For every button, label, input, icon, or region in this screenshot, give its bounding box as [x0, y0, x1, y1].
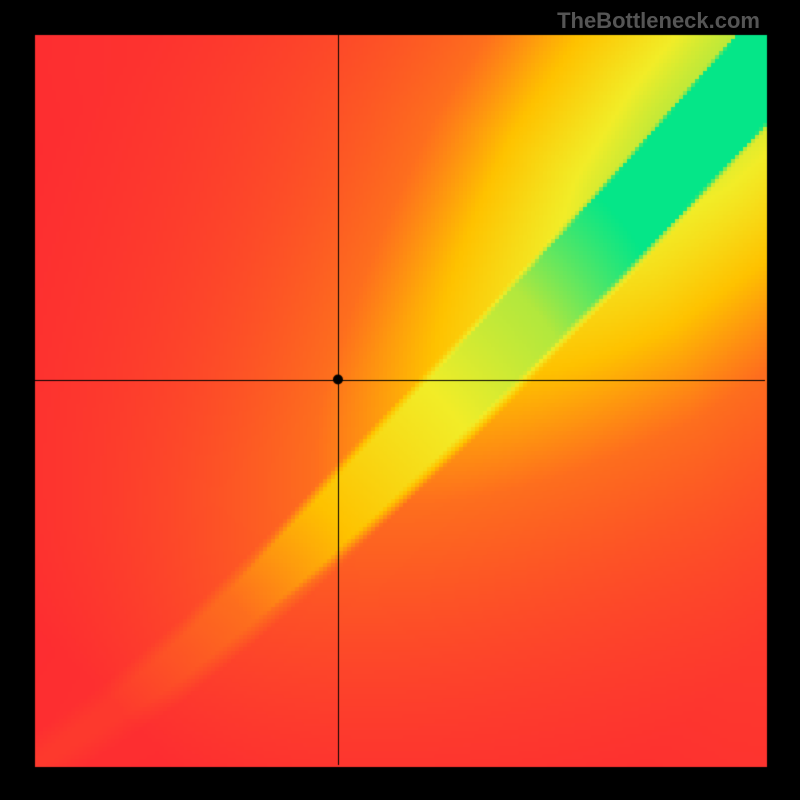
heatmap-canvas	[0, 0, 800, 800]
chart-container: TheBottleneck.com	[0, 0, 800, 800]
